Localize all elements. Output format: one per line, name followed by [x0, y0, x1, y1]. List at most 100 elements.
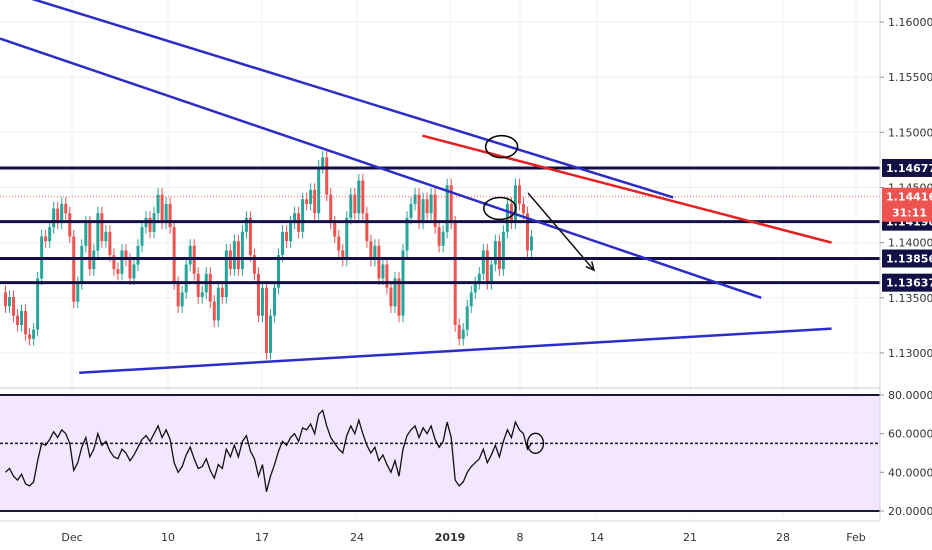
candle-body [116, 269, 120, 274]
candle-body [232, 241, 236, 270]
candle-body [160, 194, 164, 223]
time-tick-label: 21 [683, 531, 697, 544]
candle-body [329, 194, 333, 223]
candle-body [260, 287, 264, 316]
oscillator-tick-label: 20.0000 [888, 505, 932, 518]
price-tick-label: 1.15000 [888, 126, 932, 139]
candle-body [305, 199, 309, 204]
candle-body [80, 245, 84, 284]
candle-body [337, 236, 341, 251]
candle-body [140, 227, 144, 246]
candle-body [28, 334, 32, 339]
candle-body [212, 301, 216, 321]
candle-body [120, 250, 124, 274]
candle-body [277, 255, 281, 288]
candle-body [8, 297, 12, 307]
candle-body [381, 264, 385, 279]
candle-body [473, 283, 477, 293]
level-badge-label: 1.13637 [886, 277, 932, 290]
candle-body [397, 278, 401, 316]
candle-body [252, 255, 256, 274]
candle-body [513, 185, 517, 223]
oscillator-line [5, 409, 545, 492]
candle-body [529, 236, 533, 251]
time-tick-label: 24 [350, 531, 364, 544]
candle-body [200, 292, 204, 298]
current-price-label: 1.14416 [886, 191, 932, 204]
candle-body [16, 315, 20, 325]
candle-body [445, 185, 449, 232]
candle-body [264, 287, 268, 353]
oscillator-series-line [5, 409, 533, 492]
candle-body [489, 264, 493, 284]
candle-body [100, 213, 104, 242]
candle-body [188, 245, 192, 265]
candle-body [4, 292, 7, 307]
candle-body [104, 231, 108, 242]
candle-body [453, 222, 457, 325]
oscillator-tick-label: 40.0000 [888, 466, 932, 479]
candle-body [20, 311, 24, 325]
trendline-lower [79, 327, 832, 375]
candle-body [493, 241, 497, 265]
candle-body [517, 185, 521, 204]
candle-body [52, 208, 56, 228]
candle-body [521, 203, 525, 214]
oscillator-band [0, 395, 880, 511]
price-axis[interactable]: 1.160001.155001.150001.145001.140001.135… [879, 0, 932, 550]
candle-body [72, 236, 76, 302]
candle-body [48, 227, 52, 242]
candle-body [68, 213, 72, 237]
trendline-red [422, 134, 832, 244]
candle-body [361, 180, 365, 214]
trendlines [0, 0, 832, 375]
time-tick-label: 10 [161, 531, 175, 544]
candle-body [293, 213, 297, 223]
highlight-ellipse [483, 196, 517, 221]
candle-body [409, 203, 413, 218]
candle-body [84, 222, 88, 246]
candle-body [176, 283, 180, 307]
level-badge-label: 1.14677 [886, 162, 932, 175]
candle-body [497, 241, 501, 270]
candle-body [240, 231, 244, 270]
candle-body [449, 185, 453, 223]
candle-body [405, 217, 409, 251]
candle-body [481, 250, 485, 274]
candle-body [220, 287, 224, 298]
candle-body [172, 227, 176, 284]
candle-body [216, 287, 220, 321]
candle-body [309, 189, 313, 204]
candle-body [244, 217, 248, 232]
candle-body [164, 203, 168, 223]
oscillator-panel [0, 387, 880, 512]
candle-body [236, 241, 240, 270]
candle-body [60, 203, 64, 223]
candle-body [64, 203, 68, 214]
candle-body [248, 217, 252, 256]
time-tick-label: 14 [590, 531, 604, 544]
countdown-label: 31:11 [892, 207, 927, 220]
trendline-middle [0, 37, 762, 299]
price-tick-label: 1.14000 [888, 237, 932, 250]
candle-body [501, 231, 505, 270]
candle-body [168, 203, 172, 228]
candle-body [477, 273, 481, 284]
candle-body [425, 199, 429, 214]
candle-body [24, 311, 28, 335]
trendline-upper [31, 0, 674, 199]
candle-body [457, 324, 461, 339]
candle-body [469, 292, 473, 307]
price-tick-label: 1.15500 [888, 71, 932, 84]
candle-body [465, 306, 469, 330]
candle-body [124, 250, 128, 260]
candle-body [437, 227, 441, 246]
candle-body [429, 194, 433, 214]
candle-body [112, 255, 116, 270]
annotations [483, 134, 596, 272]
candle-body [273, 287, 277, 316]
time-axis[interactable]: Dec 10 17 24 2019 8 14 21 28 Feb [0, 520, 880, 544]
candle-body [341, 250, 345, 260]
candle-body [32, 329, 36, 339]
